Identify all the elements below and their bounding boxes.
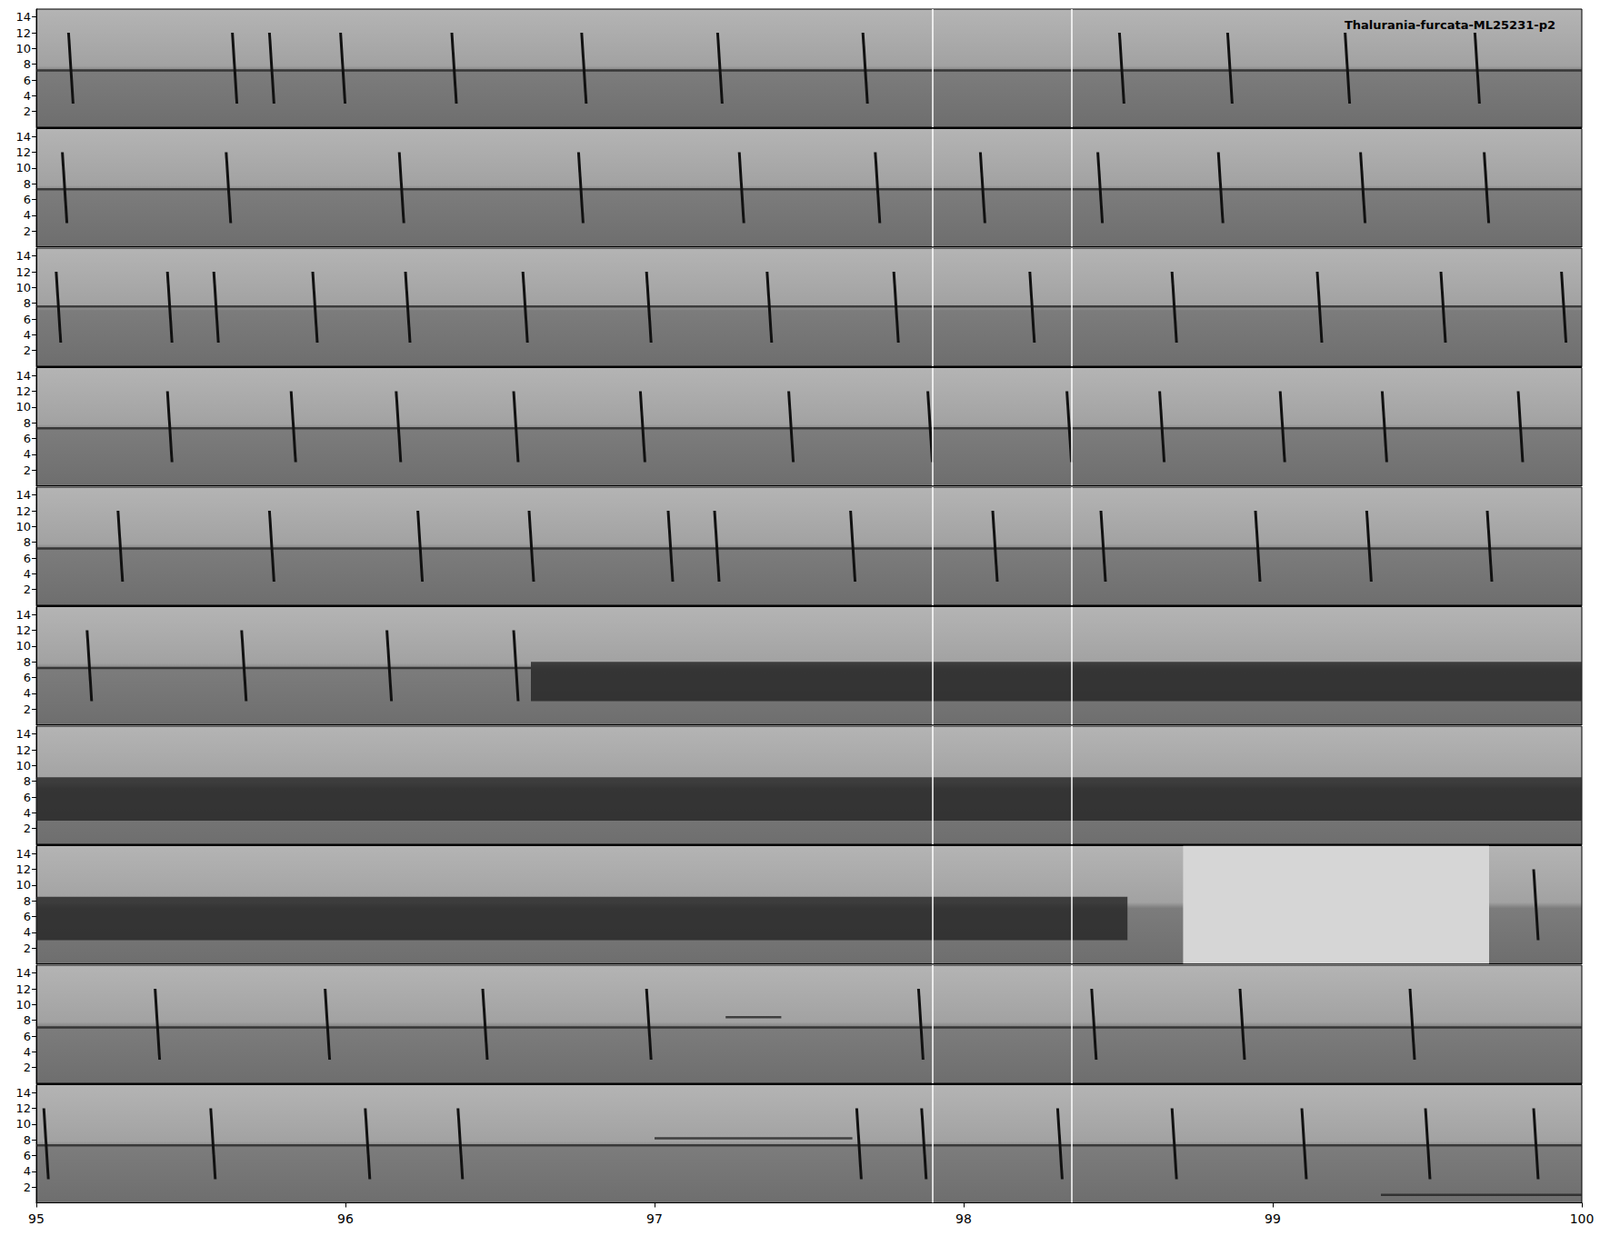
svg-text:10: 10 [15, 520, 31, 534]
svg-text:4: 4 [23, 686, 31, 700]
svg-text:12: 12 [15, 26, 31, 40]
svg-text:14: 14 [15, 130, 31, 144]
svg-text:8: 8 [23, 655, 31, 670]
svg-text:6: 6 [23, 1030, 31, 1044]
svg-text:10: 10 [15, 280, 31, 295]
svg-text:4: 4 [23, 1164, 31, 1179]
svg-text:10: 10 [15, 759, 31, 773]
svg-text:6: 6 [23, 431, 31, 446]
svg-text:6: 6 [23, 551, 31, 566]
svg-text:2: 2 [23, 463, 31, 478]
svg-text:4: 4 [23, 208, 31, 222]
svg-text:8: 8 [23, 296, 31, 310]
svg-text:4: 4 [23, 806, 31, 820]
svg-text:14: 14 [15, 847, 31, 861]
svg-text:12: 12 [15, 145, 31, 160]
svg-text:10: 10 [15, 639, 31, 653]
svg-text:6: 6 [23, 312, 31, 327]
svg-text:2: 2 [23, 821, 31, 836]
svg-text:14: 14 [15, 488, 31, 502]
svg-text:6: 6 [23, 1149, 31, 1163]
svg-text:6: 6 [23, 73, 31, 88]
svg-text:6: 6 [23, 790, 31, 805]
svg-text:4: 4 [23, 925, 31, 940]
svg-text:12: 12 [15, 743, 31, 758]
svg-text:6: 6 [23, 192, 31, 207]
svg-text:97: 97 [646, 1211, 663, 1227]
svg-text:14: 14 [15, 966, 31, 980]
svg-text:12: 12 [15, 982, 31, 997]
svg-text:2: 2 [23, 1060, 31, 1075]
svg-text:2: 2 [23, 343, 31, 358]
svg-text:8: 8 [23, 894, 31, 909]
svg-text:14: 14 [15, 249, 31, 263]
svg-text:8: 8 [23, 57, 31, 71]
svg-text:99: 99 [1264, 1211, 1281, 1227]
svg-text:2: 2 [23, 224, 31, 239]
svg-text:6: 6 [23, 910, 31, 924]
svg-text:10: 10 [15, 160, 31, 175]
svg-text:Thalurania-furcata-ML25231-p2: Thalurania-furcata-ML25231-p2 [1344, 18, 1556, 32]
svg-text:10: 10 [15, 1117, 31, 1131]
svg-text:12: 12 [15, 623, 31, 638]
svg-text:10: 10 [15, 998, 31, 1012]
svg-text:8: 8 [23, 535, 31, 550]
svg-text:95: 95 [28, 1211, 45, 1227]
svg-text:4: 4 [23, 89, 31, 103]
svg-text:2: 2 [23, 702, 31, 717]
svg-text:14: 14 [15, 727, 31, 741]
svg-text:4: 4 [23, 567, 31, 581]
svg-text:12: 12 [15, 504, 31, 519]
svg-text:2: 2 [23, 104, 31, 119]
svg-text:4: 4 [23, 1045, 31, 1060]
svg-text:2: 2 [23, 582, 31, 597]
svg-text:6: 6 [23, 670, 31, 685]
svg-text:12: 12 [15, 862, 31, 877]
svg-text:12: 12 [15, 1101, 31, 1116]
svg-text:96: 96 [337, 1211, 354, 1227]
svg-text:12: 12 [15, 384, 31, 399]
svg-text:4: 4 [23, 447, 31, 461]
svg-text:12: 12 [15, 265, 31, 280]
svg-text:100: 100 [1570, 1211, 1595, 1227]
svg-text:8: 8 [23, 416, 31, 430]
svg-text:8: 8 [23, 1013, 31, 1028]
svg-text:14: 14 [15, 608, 31, 622]
svg-text:14: 14 [15, 10, 31, 24]
svg-text:14: 14 [15, 1086, 31, 1100]
svg-text:8: 8 [23, 1133, 31, 1148]
svg-text:98: 98 [955, 1211, 972, 1227]
svg-text:10: 10 [15, 878, 31, 892]
svg-text:14: 14 [15, 369, 31, 383]
svg-text:2: 2 [23, 941, 31, 956]
svg-text:8: 8 [23, 774, 31, 789]
svg-text:4: 4 [23, 328, 31, 342]
svg-text:2: 2 [23, 1180, 31, 1195]
svg-text:10: 10 [15, 400, 31, 414]
svg-text:10: 10 [15, 41, 31, 56]
svg-text:8: 8 [23, 177, 31, 191]
